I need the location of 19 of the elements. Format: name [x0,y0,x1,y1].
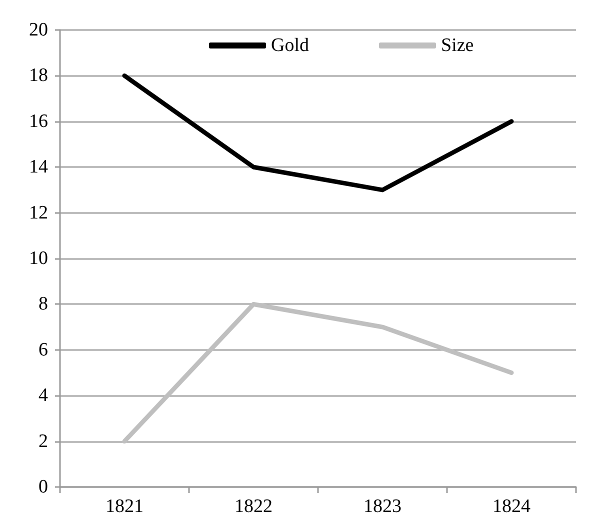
y-tick-label: 10 [29,248,48,269]
y-tick-label: 2 [38,430,48,452]
y-tick-label: 12 [29,202,48,224]
x-tick-label: 1821 [106,496,144,517]
y-tick-label: 20 [29,20,48,40]
line-series [122,302,514,444]
line-series [122,73,514,192]
legend-label: Size [441,35,474,56]
y-tick-label: 0 [38,476,48,498]
legend-label: Gold [271,35,310,56]
y-tick-label: 8 [38,294,48,315]
y-tick-label: 4 [38,385,48,406]
y-tick-label: 16 [29,110,48,132]
y-tick-label: 18 [29,65,48,86]
x-tick-label: 1823 [364,496,402,517]
y-tick-label: 6 [38,339,48,360]
y-tick-label: 14 [29,156,48,178]
x-tick-label: 1824 [492,496,531,517]
x-tick-label: 1822 [234,496,272,517]
